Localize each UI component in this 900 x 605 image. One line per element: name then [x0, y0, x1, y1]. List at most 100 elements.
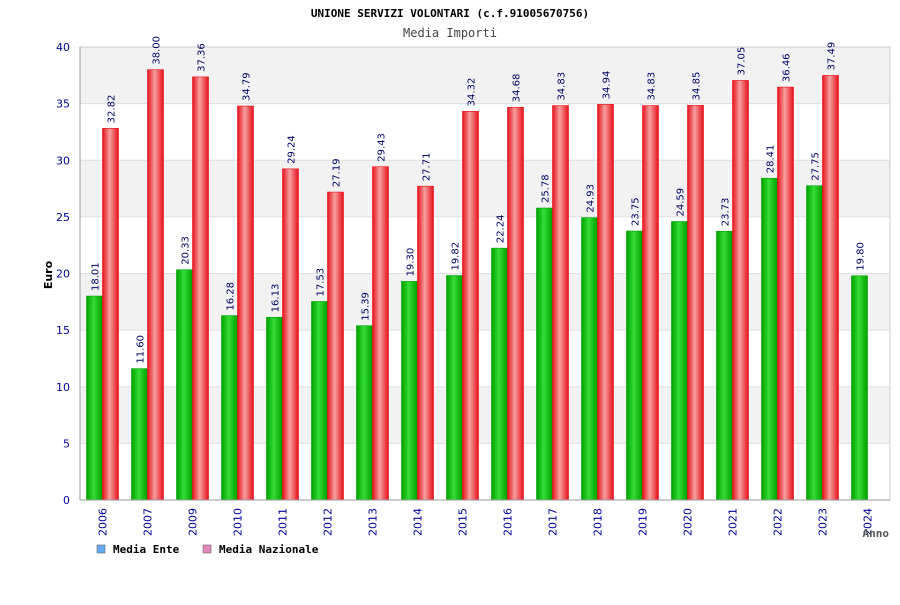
- x-tick-label: 2016: [502, 508, 515, 536]
- bar-media-nazionale: [417, 185, 434, 501]
- x-tick-label: 2015: [457, 508, 470, 536]
- y-tick-label: 25: [56, 211, 70, 224]
- x-tick-label: 2009: [187, 508, 200, 536]
- bar-media-ente: [311, 301, 328, 501]
- x-tick-label: 2006: [97, 508, 110, 536]
- data-label: 16.28: [226, 282, 237, 311]
- bar-media-ente: [86, 295, 103, 501]
- y-tick-label: 10: [56, 381, 70, 394]
- bar-media-ente: [806, 185, 823, 501]
- y-tick-label: 15: [56, 324, 70, 337]
- x-tick-label: 2020: [682, 508, 695, 536]
- bar-media-nazionale: [462, 111, 479, 501]
- bar-media-ente: [581, 217, 598, 501]
- data-label: 37.36: [197, 43, 208, 72]
- data-label: 32.82: [107, 95, 118, 124]
- data-label: 19.30: [406, 248, 417, 277]
- bar-media-nazionale: [642, 105, 659, 501]
- plot-band: [80, 443, 890, 500]
- plot-bands: [79, 46, 891, 501]
- bar-media-nazionale: [147, 69, 164, 501]
- data-label: 37.49: [827, 42, 838, 71]
- bar-media-ente: [491, 247, 508, 501]
- y-tick-label: 0: [63, 494, 70, 507]
- chart-title: UNIONE SERVIZI VOLONTARI (c.f.9100567075…: [311, 7, 589, 20]
- data-label: 34.94: [602, 71, 613, 100]
- data-label: 28.41: [766, 145, 777, 174]
- data-label: 29.24: [287, 135, 298, 164]
- data-label: 16.13: [271, 284, 282, 313]
- chart-subtitle: Media Importi: [403, 26, 497, 40]
- bars: 18.01 32.82 11.60 38.00 20.33 37.36 16.28 34.79…: [86, 36, 868, 501]
- y-tick-label: 5: [63, 437, 70, 450]
- bar-media-ente: [176, 269, 193, 501]
- data-label: 34.83: [557, 72, 568, 101]
- legend-swatch-media-ente: [96, 544, 106, 554]
- data-label: 11.60: [136, 335, 147, 364]
- bar-media-nazionale: [552, 105, 569, 501]
- plot-band: [80, 216, 890, 274]
- data-label: 34.68: [512, 74, 523, 103]
- data-label: 25.78: [541, 174, 552, 203]
- bar-media-nazionale: [282, 168, 299, 501]
- y-tick-label: 30: [56, 154, 70, 167]
- y-axis: 0 5 10 15 20 25 30 35 40: [56, 41, 81, 507]
- bar-media-ente: [671, 221, 688, 501]
- data-label: 24.93: [586, 184, 597, 213]
- bar-media-nazionale: [687, 105, 704, 501]
- data-label: 34.83: [647, 72, 658, 101]
- data-label: 34.32: [467, 78, 478, 107]
- bar-media-ente: [446, 275, 463, 501]
- bar-media-nazionale: [777, 86, 794, 501]
- data-label: 17.53: [316, 268, 327, 297]
- x-tick-label: 2011: [277, 508, 290, 536]
- x-tick-label: 2019: [637, 508, 650, 536]
- data-label: 19.80: [856, 242, 867, 271]
- data-label: 34.79: [242, 72, 253, 101]
- bar-media-nazionale: [102, 128, 119, 501]
- bar-media-ente: [851, 275, 868, 501]
- bar-media-ente: [131, 368, 148, 501]
- bar-media-ente: [221, 315, 238, 501]
- data-label: 15.39: [361, 292, 372, 321]
- data-label: 24.59: [676, 188, 687, 217]
- data-label: 38.00: [152, 36, 163, 65]
- bar-media-nazionale: [327, 191, 344, 501]
- bar-media-ente: [536, 207, 553, 501]
- data-label: 27.75: [811, 152, 822, 181]
- x-tick-label: 2021: [727, 508, 740, 536]
- x-axis: 2006 2007 2009 2010 2011 2012 2013 2014 2015 2016…: [80, 499, 890, 536]
- plot-band: [80, 160, 890, 217]
- y-tick-label: 20: [56, 268, 70, 281]
- data-label: 27.19: [332, 158, 343, 187]
- bar-media-ente: [356, 325, 373, 501]
- y-axis-label: Euro: [42, 260, 55, 289]
- data-label: 29.43: [377, 133, 388, 162]
- legend: Media Ente Media Nazionale: [96, 543, 319, 556]
- x-tick-label: 2024: [862, 508, 875, 536]
- bar-media-ente: [761, 177, 778, 501]
- legend-label-media-ente: Media Ente: [113, 543, 180, 556]
- data-label: 19.82: [451, 242, 462, 271]
- y-tick-label: 35: [56, 98, 70, 111]
- data-label: 23.75: [631, 197, 642, 226]
- x-tick-label: 2007: [142, 508, 155, 536]
- data-label: 20.33: [181, 236, 192, 265]
- bar-media-nazionale: [237, 105, 254, 501]
- bar-media-nazionale: [507, 106, 524, 501]
- data-label: 27.71: [422, 153, 433, 182]
- data-label: 22.24: [496, 214, 507, 243]
- plot-band: [80, 330, 890, 387]
- x-tick-label: 2022: [772, 508, 785, 536]
- x-tick-label: 2018: [592, 508, 605, 536]
- plot-band: [80, 47, 890, 104]
- data-label: 36.46: [782, 53, 793, 82]
- x-axis-label: Anno: [863, 527, 890, 540]
- x-tick-label: 2023: [817, 508, 830, 536]
- legend-label-media-nazionale: Media Nazionale: [219, 543, 319, 556]
- bar-media-nazionale: [597, 104, 614, 501]
- bar-media-ente: [401, 281, 418, 501]
- legend-swatch-media-nazionale: [202, 544, 212, 554]
